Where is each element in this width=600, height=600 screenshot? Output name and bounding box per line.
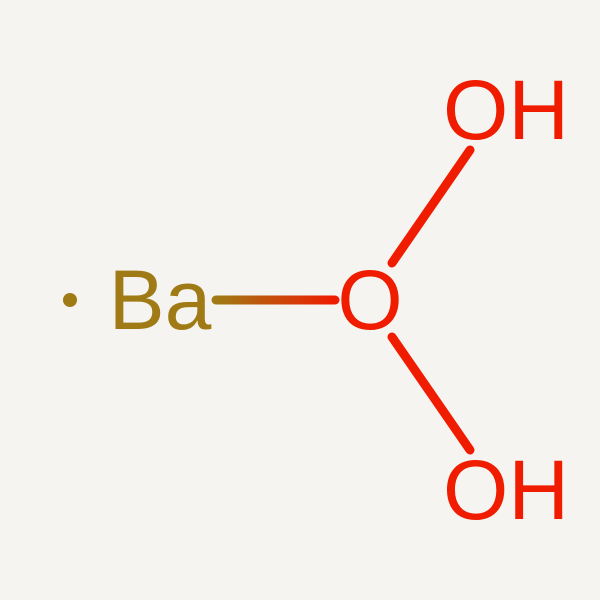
bond-o-oh2 — [392, 337, 470, 450]
molecule-canvas: Ba O OH OH — [0, 0, 600, 600]
bond-o-oh1 — [392, 150, 470, 263]
atom-oh1: OH — [443, 68, 569, 152]
radical-dot — [63, 293, 77, 307]
atom-ba: Ba — [109, 258, 212, 342]
atom-o: O — [337, 258, 402, 342]
atom-oh2: OH — [443, 448, 569, 532]
